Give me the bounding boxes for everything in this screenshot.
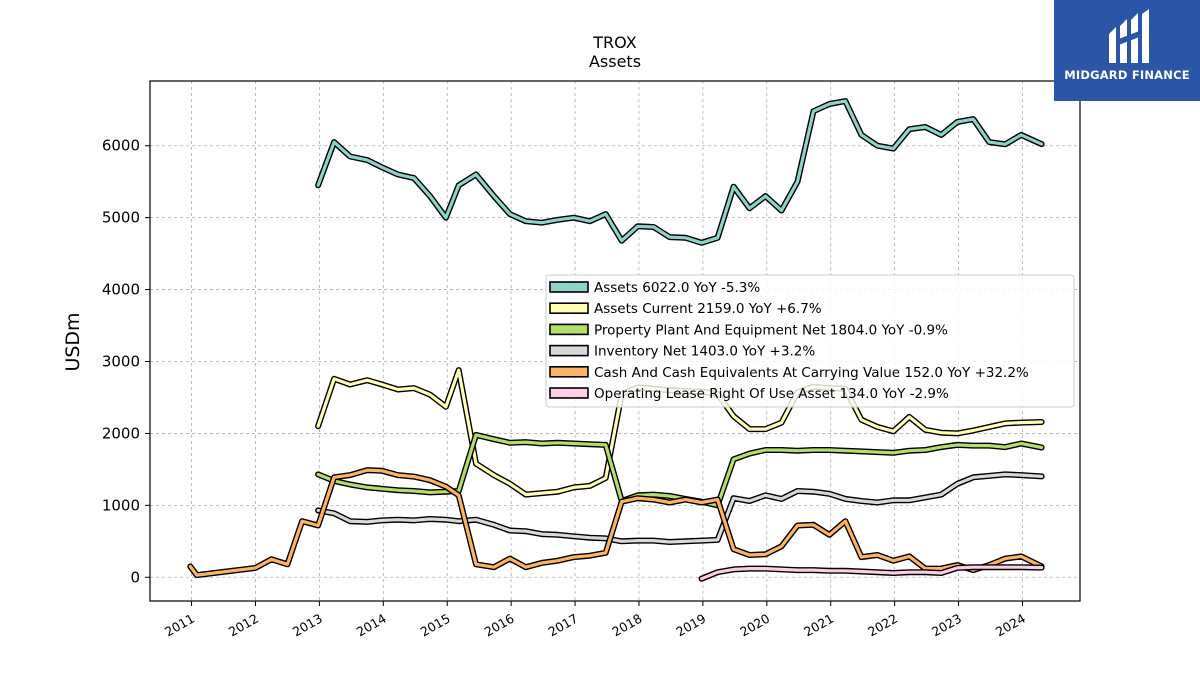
x-tick-label: 2011 (162, 611, 197, 640)
series-path (316, 472, 1044, 544)
x-tick-label: 2024 (993, 611, 1028, 640)
x-tick-label: 2023 (929, 611, 964, 640)
x-tick-label: 2022 (865, 611, 900, 640)
x-tick-label: 2013 (290, 611, 325, 640)
y-axis: 0 1000 2000 3000 4000 5000 6000 (102, 137, 150, 586)
plot-frame (149, 80, 1081, 602)
legend-entry: Assets Current 2159.0 YoY +6.7% (594, 301, 822, 317)
series-line (698, 564, 1045, 582)
y-tick-label: 4000 (102, 281, 140, 299)
x-tick-label: 2019 (673, 611, 708, 640)
series-layer (187, 98, 1045, 582)
y-axis-label: USDm (62, 312, 84, 371)
series-line (315, 98, 1045, 246)
legend-swatch (549, 302, 589, 315)
y-tick-label: 3000 (102, 352, 140, 370)
legend-entry: Operating Lease Right Of Use Asset 134.0… (594, 386, 949, 402)
legend-entry: Inventory Net 1403.0 YoY +3.2% (594, 344, 815, 360)
series-line (187, 467, 1045, 579)
y-tick-label: 2000 (102, 424, 140, 442)
x-tick-label: 2012 (226, 611, 261, 640)
series-outline (315, 471, 1045, 545)
legend-swatch (549, 387, 589, 399)
chart-subtitle: Assets (589, 52, 641, 71)
legend-swatch (549, 365, 589, 378)
y-tick-label: 6000 (102, 137, 140, 155)
series-line (315, 471, 1045, 545)
legend-entry: Cash And Cash Equivalents At Carrying Va… (594, 365, 1029, 381)
x-tick-label: 2021 (801, 611, 836, 640)
x-tick-label: 2017 (546, 611, 581, 640)
midgard-finance-logo: MIDGARD FINANCE (1054, 0, 1200, 101)
logo-text: MIDGARD FINANCE (1064, 68, 1190, 82)
y-tick-label: 0 (130, 568, 140, 586)
series-line (315, 431, 1045, 509)
y-tick-label: 5000 (102, 209, 140, 227)
chart-title: TROX (592, 33, 636, 52)
x-tick-label: 2020 (737, 611, 772, 640)
x-tick-label: 2018 (609, 611, 644, 640)
x-tick-label: 2016 (482, 611, 517, 640)
legend-box (545, 274, 1075, 408)
x-tick-label: 2014 (354, 611, 389, 640)
series-path (316, 99, 1044, 245)
series-outline (315, 98, 1045, 246)
legend: Assets 6022.0 YoY -5.3% Assets Current 21… (545, 274, 1075, 408)
y-tick-label: 1000 (102, 496, 140, 514)
x-axis: 2011 2012 2013 2014 2015 2016 2017 2018 2019 2020… (162, 601, 1028, 640)
legend-swatch (549, 344, 589, 357)
legend-entry: Assets 6022.0 YoY -5.3% (594, 280, 760, 296)
series-path (188, 468, 1044, 577)
legend-swatch (549, 281, 589, 293)
x-tick-label: 2015 (418, 611, 453, 640)
legend-swatch (549, 323, 589, 336)
series-path (699, 565, 1044, 581)
legend-entry: Property Plant And Equipment Net 1804.0 … (594, 322, 948, 338)
logo-mark-icon (1109, 9, 1149, 63)
series-path (316, 433, 1044, 507)
